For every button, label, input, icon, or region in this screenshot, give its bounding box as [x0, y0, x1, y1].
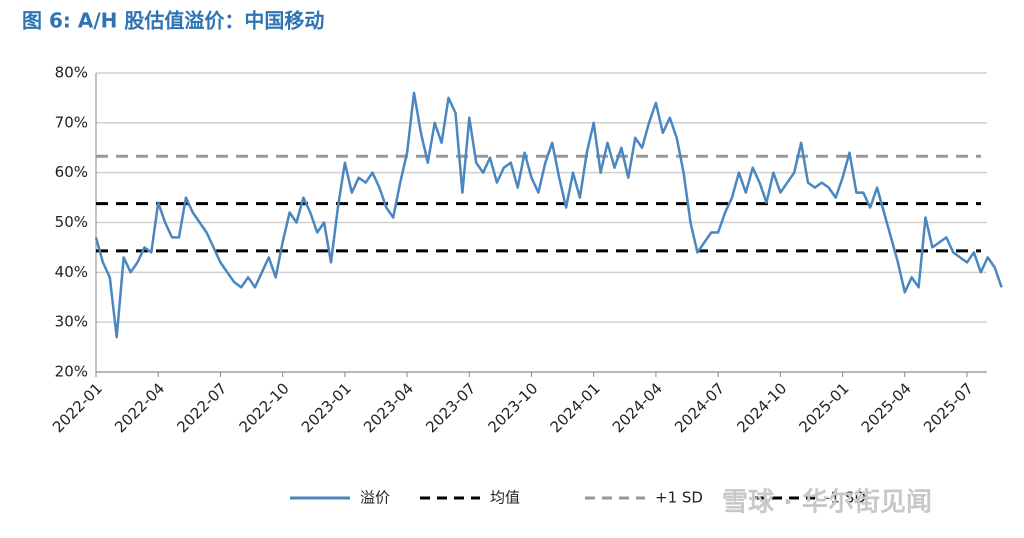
x-tick-label: 2022-01: [49, 379, 106, 436]
legend-label: +1 SD: [655, 489, 703, 507]
x-tick-label: 2022-10: [236, 379, 293, 436]
x-tick-label: 2022-07: [173, 379, 230, 436]
y-tick-label: 20%: [55, 363, 88, 381]
y-tick-label: 80%: [55, 64, 88, 82]
x-tick-label: 2023-04: [360, 379, 417, 436]
series-line: [94, 91, 1003, 339]
legend-item: -1 SD: [755, 489, 866, 507]
legend-item: 均值: [420, 489, 520, 507]
legend-label: 溢价: [360, 489, 390, 507]
legend-label: -1 SD: [825, 489, 866, 507]
y-tick-label: 70%: [55, 113, 88, 131]
y-tick-label: 40%: [55, 263, 88, 281]
x-tick-label: 2024-07: [671, 379, 728, 436]
legend-item: +1 SD: [585, 489, 703, 507]
x-tick-label: 2024-04: [609, 379, 666, 436]
x-tick-label: 2025-07: [920, 379, 977, 436]
x-tick-label: 2024-10: [733, 379, 790, 436]
y-tick-label: 50%: [55, 213, 88, 231]
x-tick-label: 2023-07: [422, 379, 479, 436]
legend-item: 溢价: [290, 489, 390, 507]
x-tick-label: 2025-04: [858, 379, 915, 436]
x-tick-label: 2023-10: [484, 379, 541, 436]
y-tick-label: 60%: [55, 163, 88, 181]
y-tick-label: 30%: [55, 313, 88, 331]
legend-label: 均值: [490, 489, 520, 507]
watermark: 雪球 · 华尔街见闻: [722, 487, 932, 518]
x-tick-label: 2025-01: [796, 379, 853, 436]
x-tick-label: 2022-04: [111, 379, 168, 436]
x-tick-label: 2024-01: [547, 379, 604, 436]
chart-title: 图 6: A/H 股估值溢价：中国移动: [22, 9, 324, 33]
x-tick-label: 2023-01: [298, 379, 355, 436]
